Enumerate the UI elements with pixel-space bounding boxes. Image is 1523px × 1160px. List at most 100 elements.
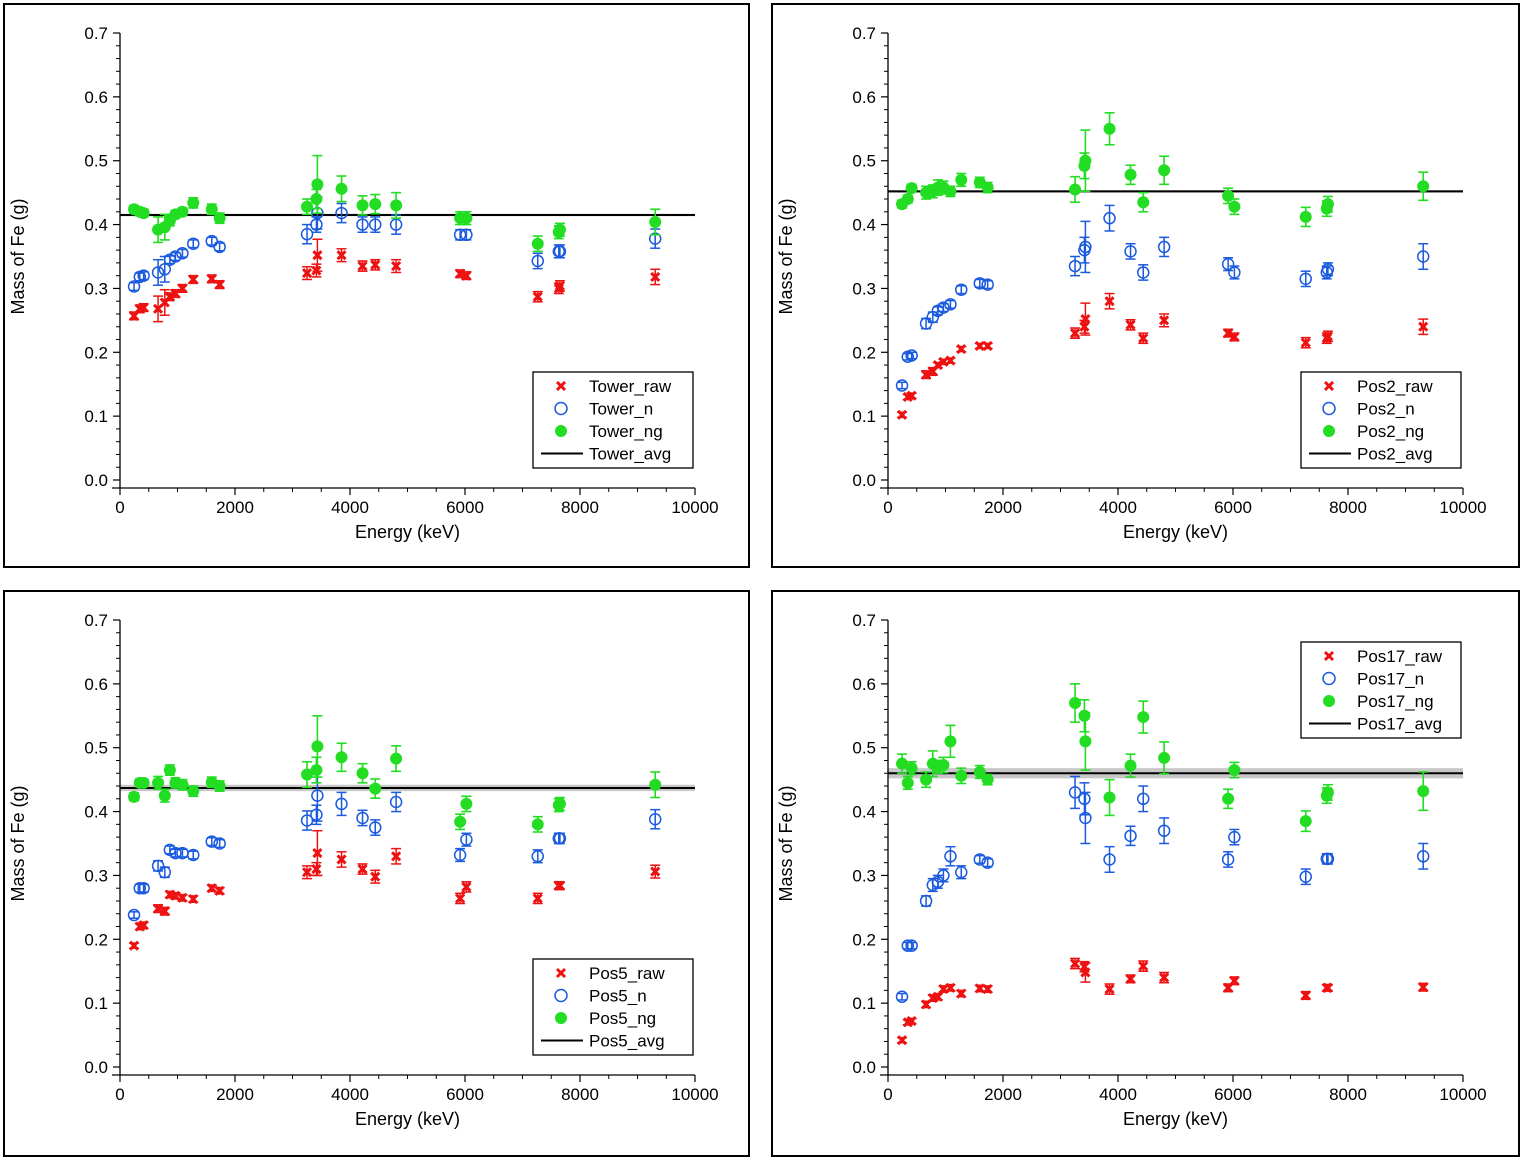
data-point-ng bbox=[1228, 764, 1241, 777]
y-tick-label: 0.2 bbox=[852, 930, 876, 949]
legend-label: Pos17_avg bbox=[1357, 715, 1442, 734]
data-point-n bbox=[453, 848, 467, 862]
data-point-n bbox=[531, 850, 544, 863]
data-point-raw bbox=[906, 390, 917, 401]
x-tick-label: 4000 bbox=[1099, 1085, 1137, 1104]
y-tick-label: 0.0 bbox=[84, 1058, 108, 1077]
data-point-raw bbox=[1418, 982, 1429, 993]
data-point-raw bbox=[301, 268, 313, 279]
data-point-n bbox=[1299, 272, 1312, 286]
data-point-ng bbox=[1124, 168, 1137, 181]
legend-label: Pos5_avg bbox=[589, 1032, 665, 1051]
data-point-n bbox=[919, 894, 933, 908]
data-point-ng bbox=[531, 237, 544, 250]
x-tick-label: 0 bbox=[115, 498, 124, 517]
data-point-raw bbox=[938, 984, 949, 995]
data-point-n bbox=[389, 795, 403, 809]
data-point-ng bbox=[901, 193, 914, 206]
data-point-ng bbox=[1299, 815, 1312, 828]
data-point-n bbox=[205, 835, 219, 848]
data-point-raw bbox=[932, 359, 943, 371]
y-axis-label: Mass of Fe (g) bbox=[776, 785, 796, 901]
data-point-raw bbox=[336, 854, 347, 865]
data-point-n bbox=[1103, 853, 1116, 866]
data-point-n bbox=[1321, 263, 1335, 276]
x-tick-label: 10000 bbox=[671, 1085, 718, 1104]
legend-marker-n bbox=[1322, 671, 1336, 686]
data-point-ng bbox=[454, 815, 467, 828]
data-point-ng bbox=[137, 207, 150, 220]
x-tick-label: 10000 bbox=[1439, 498, 1486, 517]
data-point-ng bbox=[981, 773, 994, 786]
data-point-raw bbox=[153, 903, 164, 914]
data-point-ng bbox=[649, 778, 662, 791]
data-point-ng bbox=[1079, 154, 1092, 167]
data-point-n bbox=[895, 990, 909, 1004]
data-point-ng bbox=[1103, 122, 1116, 135]
y-tick-label: 0.5 bbox=[84, 739, 108, 758]
data-point-raw bbox=[128, 940, 140, 951]
data-point-raw bbox=[391, 851, 402, 862]
x-tick-label: 6000 bbox=[1214, 1085, 1252, 1104]
legend-marker-raw bbox=[555, 967, 567, 979]
data-point-raw bbox=[188, 893, 199, 905]
chart-panel-pos5: 0.0 0.1 0.2 0.3 0.4 0.5 0.6 0.7 0 2000 4000 6000 800… bbox=[3, 590, 750, 1157]
data-point-ng bbox=[176, 778, 189, 791]
data-point-ng bbox=[163, 764, 176, 777]
data-point-ng bbox=[335, 182, 348, 195]
data-point-ng bbox=[390, 199, 403, 212]
legend-label: Pos2_ng bbox=[1357, 422, 1424, 441]
data-point-raw bbox=[945, 355, 956, 366]
data-point-n bbox=[460, 833, 473, 846]
data-point-n bbox=[151, 859, 165, 873]
x-tick-label: 4000 bbox=[331, 498, 369, 517]
chart-tower: 0.0 0.1 0.2 0.3 0.4 0.5 0.6 0.7 0 2000 4000 6000 800… bbox=[8, 24, 719, 542]
data-point-raw bbox=[982, 340, 993, 351]
data-point-n bbox=[895, 379, 909, 392]
y-tick-label: 0.7 bbox=[852, 24, 876, 43]
data-point-raw bbox=[1069, 958, 1081, 969]
data-point-raw bbox=[1104, 296, 1115, 307]
data-point-raw bbox=[554, 880, 565, 891]
data-point-raw bbox=[170, 890, 181, 901]
legend-marker-n bbox=[554, 401, 568, 416]
x-tick-label: 8000 bbox=[1329, 1085, 1367, 1104]
data-point-ng bbox=[955, 173, 968, 186]
data-point-raw bbox=[650, 866, 661, 877]
legend-label: Tower_ng bbox=[589, 422, 663, 441]
x-tick-label: 0 bbox=[883, 498, 892, 517]
y-axis-label: Mass of Fe (g) bbox=[776, 198, 796, 314]
data-point-ng bbox=[1124, 759, 1137, 772]
legend-marker-ng bbox=[555, 425, 567, 437]
x-tick-label: 6000 bbox=[446, 1085, 484, 1104]
x-tick-label: 8000 bbox=[1329, 498, 1367, 517]
chart-pos2: 0.0 0.1 0.2 0.3 0.4 0.5 0.6 0.7 0 2000 4000 6000 800… bbox=[776, 24, 1487, 542]
y-tick-label: 0.5 bbox=[84, 152, 108, 171]
x-tick-label: 2000 bbox=[216, 498, 254, 517]
data-point-ng bbox=[460, 797, 473, 810]
data-point-ng bbox=[301, 200, 314, 213]
data-point-raw bbox=[1300, 337, 1311, 348]
y-tick-label: 0.3 bbox=[852, 279, 876, 298]
legend-label: Pos17_raw bbox=[1357, 647, 1443, 666]
data-point-raw bbox=[357, 863, 368, 875]
data-point-raw bbox=[311, 863, 322, 875]
data-point-n bbox=[158, 865, 172, 879]
legend-marker-ng bbox=[1323, 425, 1335, 437]
x-axis-label: Energy (keV) bbox=[355, 522, 460, 542]
y-tick-label: 0.1 bbox=[852, 407, 876, 426]
legend-marker-ng bbox=[555, 1012, 567, 1024]
data-point-ng bbox=[310, 764, 323, 777]
data-point-raw bbox=[1159, 972, 1170, 983]
data-point-n bbox=[1228, 266, 1241, 279]
y-tick-label: 0.5 bbox=[852, 739, 876, 758]
data-point-n bbox=[187, 237, 200, 250]
data-point-n bbox=[310, 808, 323, 822]
data-point-n bbox=[335, 797, 348, 811]
data-point-ng bbox=[905, 182, 918, 195]
data-point-ng bbox=[1137, 196, 1150, 209]
data-point-n bbox=[981, 856, 994, 869]
data-point-ng bbox=[1321, 786, 1334, 799]
data-point-n bbox=[213, 837, 226, 850]
data-point-raw bbox=[1069, 328, 1081, 339]
